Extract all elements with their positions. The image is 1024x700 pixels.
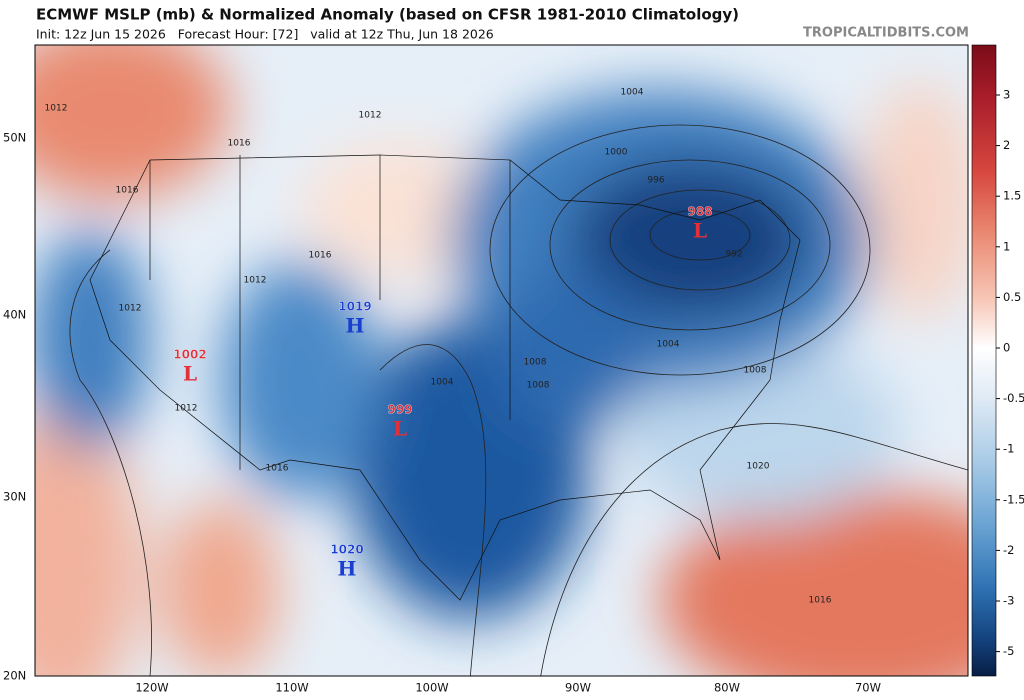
lat-label: 30N [3,490,26,504]
map [35,45,968,676]
center-letter: H [346,314,365,338]
center-letter: L [183,362,197,386]
center-value: 999 [387,403,412,417]
colorbar-label: -1.5 [1003,492,1024,506]
center-value: 1002 [173,348,206,362]
lon-label: 120W [135,681,168,695]
colorbar-label: -3 [1003,594,1014,608]
isobar-label: 1012 [359,111,382,121]
isobar-label: 1016 [228,139,251,149]
isobar-label: 1008 [744,366,767,376]
isobar-label: 1016 [309,251,332,261]
isobar-label: 1016 [266,464,289,474]
lat-label: 40N [3,308,26,322]
colorbar-label: 2 [1003,138,1010,152]
colorbar-label: 1 [1003,239,1010,253]
isobar-label: 1020 [747,462,770,472]
isobar-label: 996 [647,176,664,186]
isobar-label: 1012 [244,276,267,286]
isobar-label: 1004 [431,378,454,388]
colorbar-label: 0.5 [1003,290,1021,304]
colorbar-label: 0 [1003,341,1010,355]
center-value: 988 [687,205,712,219]
isobar-label: 1012 [45,104,68,114]
colorbar-label: -2 [1003,543,1014,557]
lon-label: 90W [565,681,591,695]
lon-label: 70W [855,681,881,695]
isobar-label: 1016 [809,596,832,606]
colorbar-label: -1 [1003,442,1014,456]
center-letter: L [693,219,707,243]
site-credit: TROPICALTIDBITS.COM [803,26,969,41]
center-value: 1019 [338,300,371,314]
isobar-label: 1012 [119,304,142,314]
isobar-label: 1004 [657,340,680,350]
center-letter: H [338,557,357,581]
map-frame [34,44,969,677]
subtitle: Init: 12z Jun 15 2026 Forecast Hour: [72… [36,27,494,42]
colorbar-label: -5 [1003,644,1014,658]
colorbar-label: -0.5 [1003,391,1024,405]
isobar-label: 1008 [524,358,547,368]
lon-label: 80W [714,681,740,695]
lon-label: 110W [275,681,308,695]
center-letter: L [393,417,407,441]
lat-label: 50N [3,131,26,145]
isobar-label: 1012 [175,404,198,414]
isobar-label: 1004 [621,88,644,98]
title: ECMWF MSLP (mb) & Normalized Anomaly (ba… [36,6,739,24]
isobar-label: 1000 [605,148,628,158]
lon-label: 100W [415,681,448,695]
lat-label: 20N [3,669,26,683]
center-value: 1020 [330,543,363,557]
colorbar [971,44,997,677]
isobar-label: 1016 [116,186,139,196]
isobar-label: 1008 [527,381,550,391]
colorbar-label: 3 [1003,88,1010,102]
isobar-label: 992 [725,250,742,260]
colorbar-label: 1.5 [1003,189,1021,203]
